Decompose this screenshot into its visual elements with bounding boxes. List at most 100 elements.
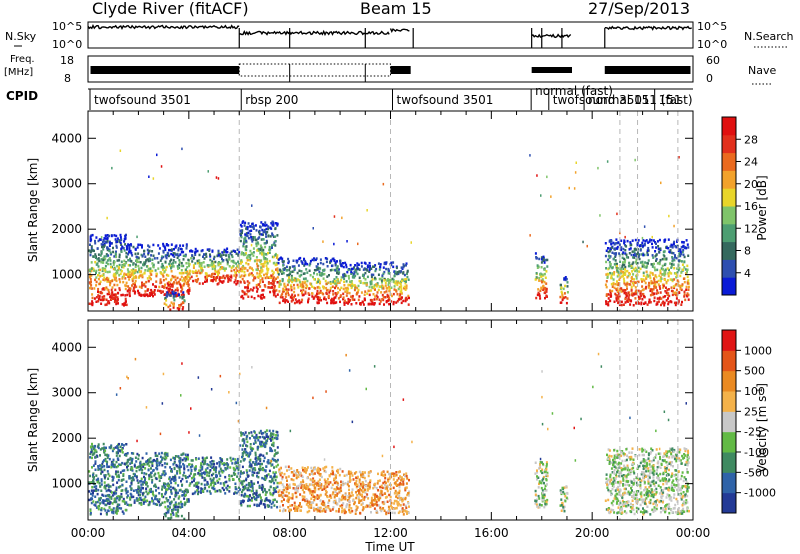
velocity-data-cell-1122: [240, 481, 243, 485]
power-data-cell-1947: [404, 281, 407, 285]
power-data-cell-1889: [300, 270, 303, 273]
velocity-data-cell-343: [117, 464, 120, 468]
velocity-data-cell-548: [134, 473, 136, 476]
power-data-cell-221: [89, 239, 92, 243]
power-data-cell-321: [123, 304, 125, 307]
velocity-data-cell-1135: [276, 463, 279, 467]
velocity-data-cell-725: [138, 468, 141, 472]
power-data-cell-285: [100, 252, 103, 255]
velocity-data-cell-1375: [249, 446, 252, 449]
velocity-data-cell-1065: [195, 485, 198, 488]
velocity-data-cell-173: [91, 486, 94, 489]
power-data-cell-594: [188, 279, 190, 282]
power-data-cell-1894: [324, 257, 327, 260]
power-data-cell-1578: [290, 288, 293, 292]
velocity-data-cell-845: [191, 459, 194, 462]
velocity-data-cell-92: [121, 451, 124, 454]
power-data-cell-131: [106, 238, 109, 241]
power-data-cell-743: [151, 293, 154, 296]
velocity-data-cell-1577: [327, 482, 330, 486]
velocity-data-cell-747: [163, 470, 166, 473]
power-data-cell-1635: [307, 300, 309, 304]
power-data-cell-244: [98, 272, 101, 275]
velocity-data-cell-1030: [237, 472, 240, 475]
power-data-cell-208: [123, 259, 126, 263]
power-data-cell-2340: [540, 266, 543, 269]
power-data-sparse-39: [346, 240, 348, 243]
power-data-cell-1669: [329, 261, 332, 264]
power-data-cell-2429: [643, 302, 645, 305]
velocity-data-cell-1137: [271, 493, 274, 497]
velocity-data-cell-1063: [198, 472, 201, 476]
power-data-cell-3145: [665, 257, 668, 260]
power-data-cell-2193: [400, 285, 403, 288]
velocity-data-cell-120: [102, 442, 105, 446]
power-data-cell-2787: [655, 275, 658, 279]
velocity-data-cell-609: [146, 499, 149, 502]
velocity-data-cell-1188: [269, 485, 272, 489]
power-data-cell-2293: [368, 289, 371, 293]
power-data-cell-2391: [564, 284, 567, 288]
power-data-cell-3015: [667, 292, 670, 295]
power-data-cell-540: [164, 283, 166, 286]
power-data-cell-591: [184, 253, 187, 257]
power-data-cell-2165: [404, 299, 407, 303]
power-data-cell-3038: [629, 273, 631, 276]
velocity-data-cell-291: [106, 499, 109, 502]
power-data-cell-3110: [637, 239, 640, 242]
power-data-cell-867: [179, 296, 182, 299]
power-data-cell-2527: [625, 284, 628, 288]
velocity-data-cell-897: [236, 459, 239, 462]
power-data-cell-452: [127, 275, 130, 278]
power-data-cell-1719: [300, 273, 303, 277]
power-data-cell-2189: [388, 272, 391, 275]
power-data-cell-1424: [239, 262, 242, 265]
power-data-cell-2231: [393, 285, 396, 288]
noise-right-label: N.Search: [744, 30, 794, 43]
power-data-cell-1575: [319, 289, 322, 293]
power-data-cell-1775: [318, 298, 320, 302]
power-data-cell-2804: [676, 293, 679, 296]
power-data-cell-2897: [678, 284, 681, 288]
power-data-cell-1285: [246, 280, 249, 283]
velocity-data-cell-1199: [250, 496, 253, 500]
power-data-cell-1341: [259, 295, 262, 298]
power-data-cell-2224: [388, 269, 390, 272]
power-data-cell-1265: [272, 273, 275, 276]
velocity-data-cell-631: [177, 484, 180, 487]
velocity-data-cell-402: [130, 495, 133, 499]
power-data-cell-1123: [192, 264, 195, 267]
power-data-cell-3108: [639, 249, 642, 252]
velocity-data-cell-185: [103, 475, 106, 479]
velocity-data-cell-268: [116, 497, 119, 500]
velocity-data-cell-655: [158, 474, 161, 478]
power-data-cell-835: [172, 306, 175, 309]
power-data-cell-1365: [243, 274, 246, 278]
velocity-data-cell-545: [154, 495, 157, 498]
power-data-cell-1679: [336, 281, 339, 285]
velocity-data-cell-693: [182, 462, 185, 466]
power-data-cell-1461: [241, 251, 243, 254]
power-data-cell-2847: [651, 289, 654, 293]
power-data-cell-1649: [293, 301, 296, 305]
noise-line-0: [87, 23, 240, 30]
power-data-cell-110: [125, 273, 128, 276]
power-data-cell-1511: [259, 225, 261, 228]
velocity-data-cell-1178: [248, 488, 251, 492]
power-data-cell-283: [90, 267, 93, 270]
power-data-cell-1287: [247, 283, 250, 287]
power-data-cell-1442: [250, 229, 253, 232]
power-data-cell-2432: [664, 290, 667, 293]
power-data-cell-2972: [675, 282, 678, 286]
velocity-data-cell-580: [186, 453, 189, 457]
velocity-data-cell-1166: [264, 493, 267, 496]
power-data-cell-2313: [545, 270, 548, 273]
velocity-data-cell-1144: [266, 437, 269, 440]
power-data-cell-1934: [356, 265, 359, 268]
power-data-cell-1491: [240, 232, 243, 236]
power-data-cell-1842: [298, 257, 301, 261]
power-data-cell-2054: [402, 263, 405, 266]
velocity-data-cell-1372: [253, 503, 256, 507]
power-data-cell-1971: [342, 292, 345, 296]
velocity-data-cell-29: [103, 481, 106, 484]
